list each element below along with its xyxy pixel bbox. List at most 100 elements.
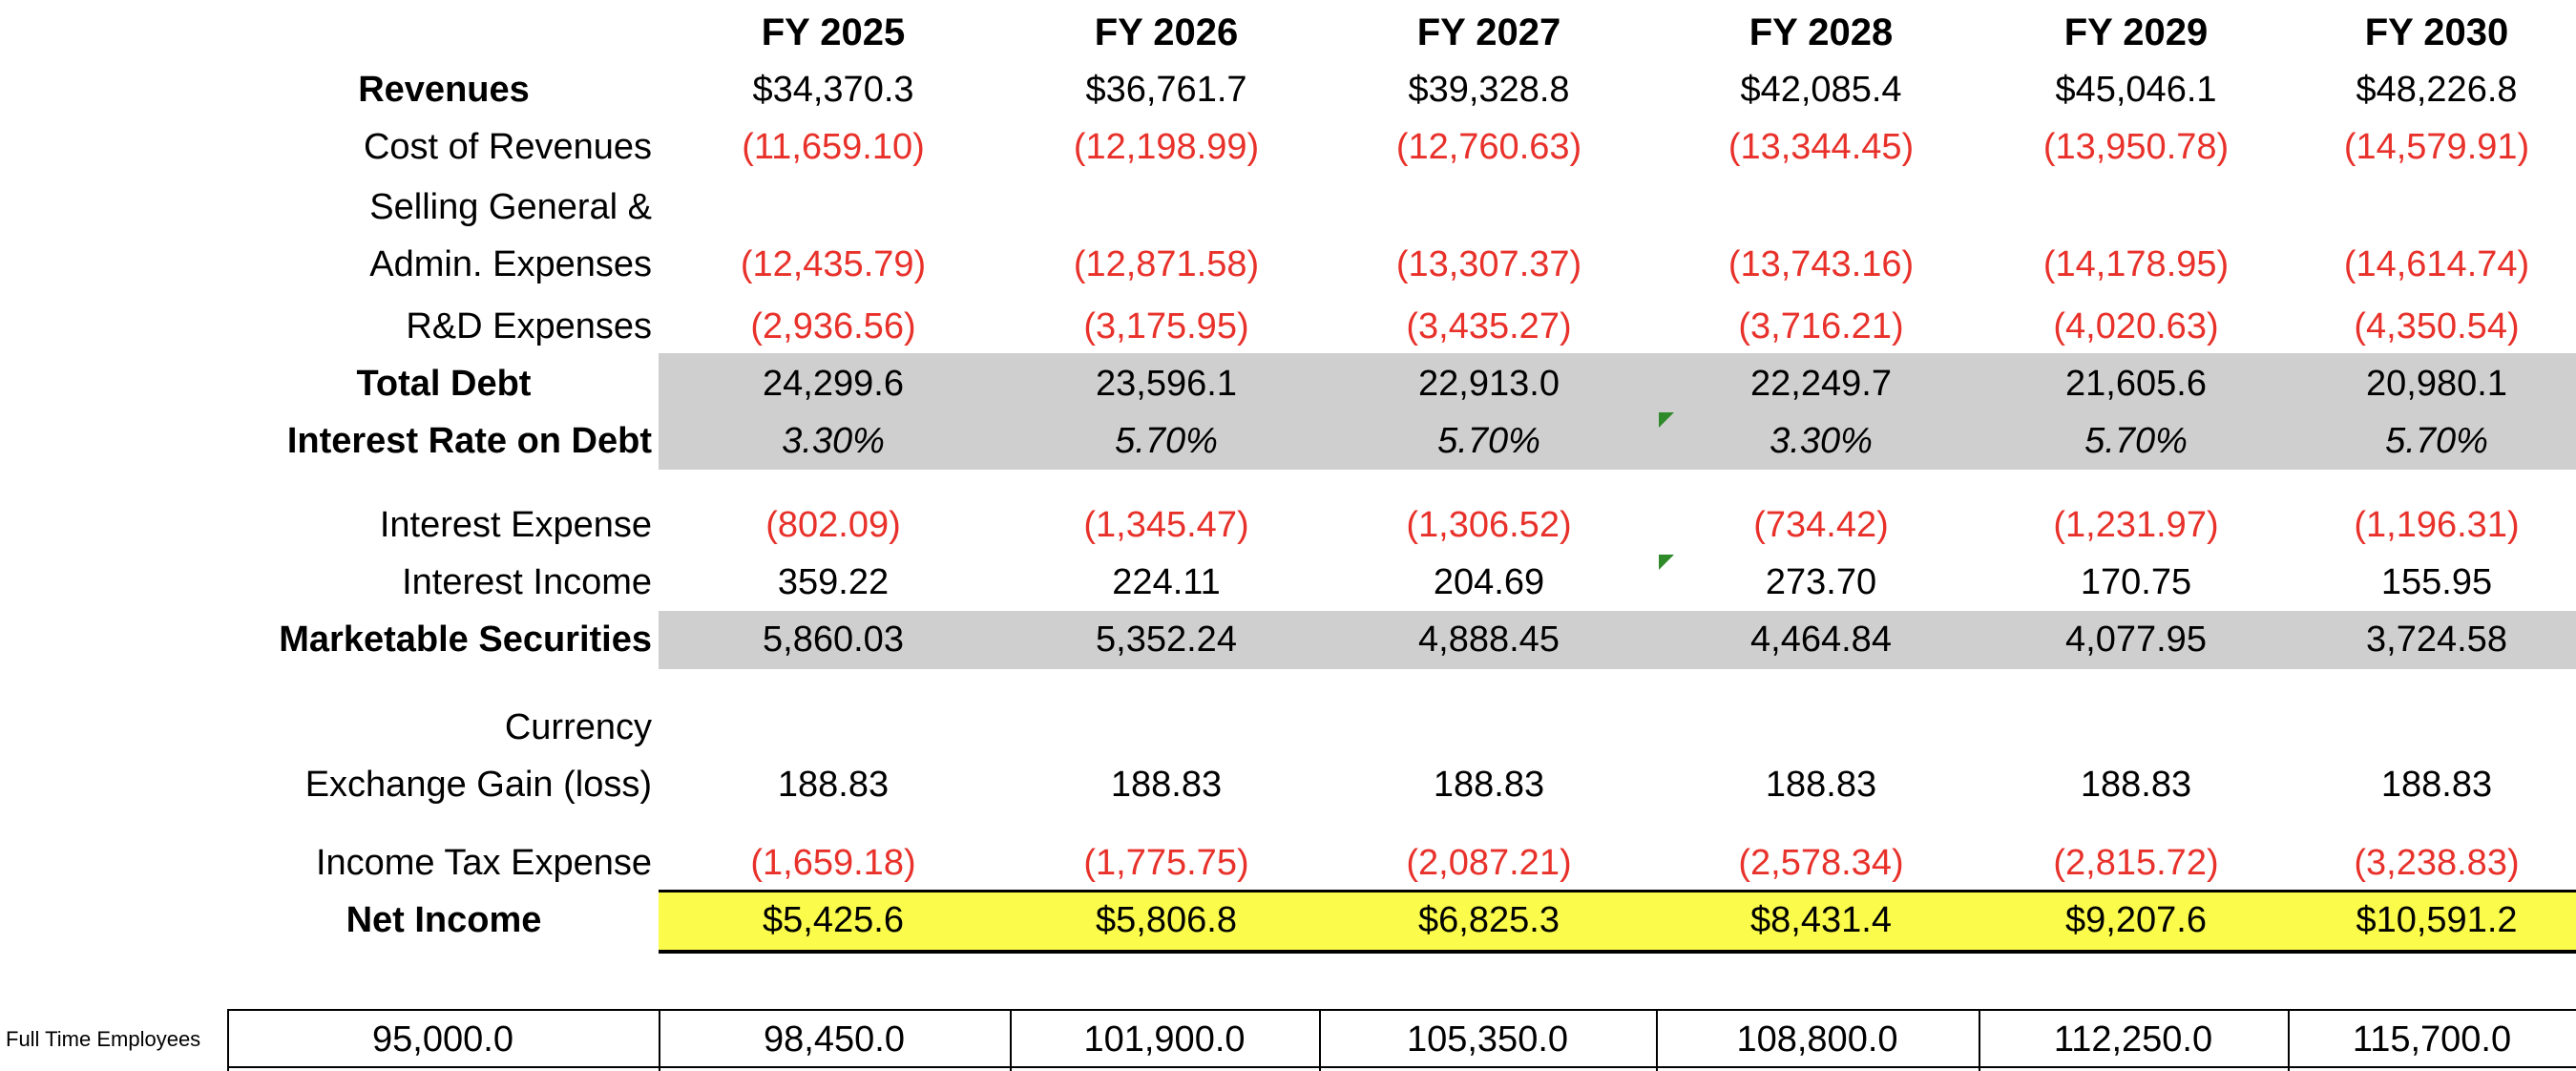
row-label[interactable]: Interest Rate on Debt [286, 421, 652, 461]
value-cell[interactable]: (14,579.91) [2343, 127, 2530, 167]
value-cell[interactable]: (1,231.97) [2053, 505, 2219, 545]
value-cell[interactable]: 188.83 [1433, 765, 1545, 805]
row-label[interactable]: Cost of Revenues [363, 127, 652, 167]
row-label[interactable]: Revenues [358, 70, 530, 110]
row-label[interactable]: Net Income [346, 900, 542, 940]
value-cell[interactable]: 273.70 [1765, 562, 1877, 602]
value-cell[interactable]: $45,046.1 [2055, 70, 2217, 110]
employees-cell[interactable]: 105,350.0 [1406, 1019, 1569, 1060]
value-cell[interactable]: (11,659.10) [742, 127, 925, 167]
value-cell[interactable]: (12,435.79) [740, 244, 927, 284]
value-cell[interactable]: (3,238.83) [2354, 843, 2520, 883]
value-cell[interactable]: 22,913.0 [1418, 364, 1560, 404]
value-cell[interactable]: $42,085.4 [1740, 70, 1902, 110]
value-cell[interactable]: $10,591.2 [2356, 900, 2518, 940]
value-cell[interactable]: 5.70% [2385, 421, 2488, 461]
value-cell[interactable]: 188.83 [1110, 765, 1223, 805]
value-cell[interactable]: $5,425.6 [763, 900, 904, 940]
value-cell[interactable]: 22,249.7 [1750, 364, 1892, 404]
value-cell[interactable]: (12,871.58) [1073, 244, 1260, 284]
value-cell[interactable]: (3,716.21) [1738, 306, 1904, 346]
row-label[interactable]: Exchange Gain (loss) [304, 765, 652, 805]
value-cell[interactable]: 5,860.03 [763, 620, 904, 660]
employees-cell[interactable]: 115,700.0 [2352, 1019, 2512, 1060]
value-cell[interactable]: (13,950.78) [2042, 127, 2230, 167]
value-cell[interactable]: 23,596.1 [1096, 364, 1237, 404]
employees-cell[interactable]: 108,800.0 [1736, 1019, 1898, 1060]
column-header[interactable]: FY 2028 [1749, 11, 1894, 53]
value-cell[interactable]: 188.83 [2380, 765, 2493, 805]
value-cell[interactable]: 3.30% [1770, 421, 1873, 461]
column-header[interactable]: FY 2026 [1094, 11, 1239, 53]
value-cell[interactable]: (1,306.52) [1406, 505, 1572, 545]
employees-label[interactable]: Full Time Employees [6, 1027, 201, 1051]
row-label[interactable]: Total Debt [356, 364, 532, 404]
value-cell[interactable]: (4,020.63) [2053, 306, 2219, 346]
row-label[interactable]: Income Tax Expense [315, 843, 652, 883]
value-cell[interactable]: (3,435.27) [1406, 306, 1572, 346]
value-cell[interactable]: 5.70% [1437, 421, 1540, 461]
value-cell[interactable]: (1,775.75) [1083, 843, 1249, 883]
value-cell[interactable]: (4,350.54) [2354, 306, 2520, 346]
column-header[interactable]: FY 2025 [761, 11, 906, 53]
value-cell[interactable]: 170.75 [2080, 562, 2192, 602]
value-cell[interactable]: (1,659.18) [750, 843, 916, 883]
employees-cell[interactable]: 98,450.0 [764, 1019, 905, 1060]
value-cell[interactable]: $48,226.8 [2356, 70, 2518, 110]
value-cell[interactable]: $39,328.8 [1408, 70, 1570, 110]
value-cell[interactable]: (2,578.34) [1738, 843, 1904, 883]
comment-indicator-icon[interactable] [1659, 412, 1674, 428]
value-cell[interactable]: 3.30% [782, 421, 885, 461]
value-cell[interactable]: (13,307.37) [1395, 244, 1582, 284]
row-label[interactable]: Selling General & [369, 187, 652, 227]
value-cell[interactable]: (734.42) [1753, 505, 1889, 545]
value-cell[interactable]: (14,614.74) [2343, 244, 2530, 284]
value-cell[interactable]: (13,743.16) [1728, 244, 1915, 284]
column-header[interactable]: FY 2029 [2063, 11, 2209, 53]
value-cell[interactable]: $36,761.7 [1085, 70, 1247, 110]
value-cell[interactable]: 359.22 [777, 562, 890, 602]
value-cell[interactable]: (13,344.45) [1728, 127, 1915, 167]
value-cell[interactable]: 4,888.45 [1418, 620, 1560, 660]
value-cell[interactable]: 3,724.58 [2366, 620, 2507, 660]
value-cell[interactable]: 5,352.24 [1096, 620, 1237, 660]
value-cell[interactable]: 5.70% [1115, 421, 1218, 461]
value-cell[interactable]: 20,980.1 [2366, 364, 2507, 404]
row-label[interactable]: Interest Income [402, 562, 652, 602]
value-cell[interactable]: (14,178.95) [2042, 244, 2230, 284]
value-cell[interactable]: 5.70% [2084, 421, 2188, 461]
value-cell[interactable]: $8,431.4 [1750, 900, 1892, 940]
row-label[interactable]: Marketable Securities [279, 620, 652, 660]
value-cell[interactable]: (12,198.99) [1073, 127, 1260, 167]
comment-indicator-icon[interactable] [1659, 555, 1674, 570]
value-cell[interactable]: 24,299.6 [763, 364, 904, 404]
row-label[interactable]: R&D Expenses [406, 306, 652, 346]
value-cell[interactable]: (2,936.56) [750, 306, 916, 346]
value-cell[interactable]: (2,815.72) [2053, 843, 2219, 883]
employees-cell[interactable]: 101,900.0 [1083, 1019, 1246, 1060]
value-cell[interactable]: 4,077.95 [2065, 620, 2207, 660]
value-cell[interactable]: $6,825.3 [1418, 900, 1560, 940]
value-cell[interactable]: (1,196.31) [2354, 505, 2520, 545]
value-cell[interactable]: $9,207.6 [2065, 900, 2207, 940]
value-cell[interactable]: 21,605.6 [2065, 364, 2207, 404]
employees-cell[interactable]: 112,250.0 [2053, 1019, 2213, 1060]
row-label[interactable]: Currency [504, 707, 652, 747]
row-label[interactable]: Interest Expense [379, 505, 652, 545]
value-cell[interactable]: $5,806.8 [1096, 900, 1237, 940]
value-cell[interactable]: (3,175.95) [1083, 306, 1249, 346]
column-header[interactable]: FY 2030 [2364, 11, 2509, 53]
value-cell[interactable]: (1,345.47) [1083, 505, 1249, 545]
value-cell[interactable]: 204.69 [1433, 562, 1545, 602]
value-cell[interactable]: (802.09) [765, 505, 901, 545]
employees-cell[interactable]: 95,000.0 [372, 1019, 513, 1060]
value-cell[interactable]: 224.11 [1112, 562, 1221, 602]
value-cell[interactable]: (12,760.63) [1395, 127, 1582, 167]
value-cell[interactable]: 188.83 [2080, 765, 2192, 805]
column-header[interactable]: FY 2027 [1416, 11, 1561, 53]
value-cell[interactable]: (2,087.21) [1406, 843, 1572, 883]
row-label[interactable]: Admin. Expenses [369, 244, 652, 284]
value-cell[interactable]: 155.95 [2380, 562, 2493, 602]
value-cell[interactable]: 188.83 [1765, 765, 1877, 805]
value-cell[interactable]: 4,464.84 [1750, 620, 1892, 660]
